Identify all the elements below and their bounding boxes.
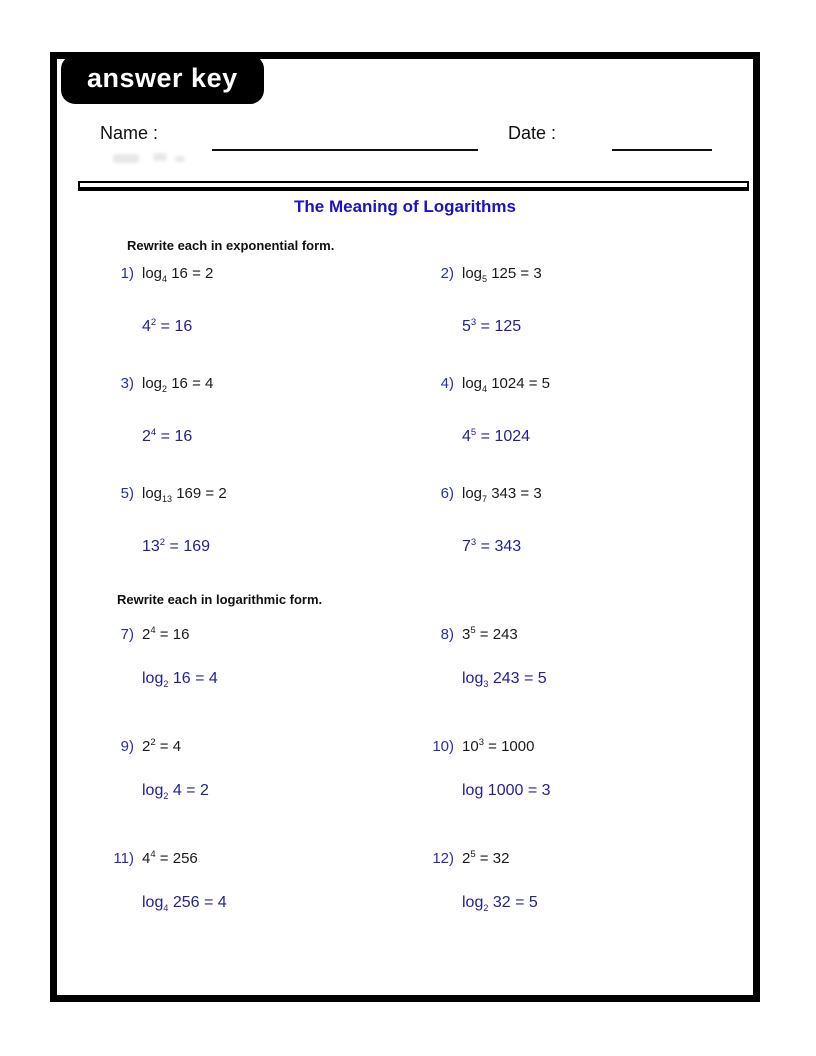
superscript: 4 xyxy=(150,849,156,860)
problem-question-line: 10) 103 = 1000 xyxy=(420,732,740,758)
name-label: Name : xyxy=(100,123,159,143)
problem: 5) log13 169 = 2 132 = 169 xyxy=(100,483,420,593)
answer-key-badge: answer key xyxy=(61,55,264,104)
subscript: 5 xyxy=(482,274,488,284)
section-instruction-logarithmic: Rewrite each in logarithmic form. xyxy=(117,592,323,607)
problem-question-line: 3) log2 16 = 4 xyxy=(100,373,420,400)
superscript: 3 xyxy=(478,737,484,748)
problem-question: 22 = 4 xyxy=(142,737,182,755)
subscript: 2 xyxy=(163,679,169,689)
problem-answer: log2 16 = 4 xyxy=(142,670,218,689)
problem: 11) 44 = 256 log4 256 = 4 xyxy=(100,844,420,956)
problem: 9) 22 = 4 log2 4 = 2 xyxy=(100,732,420,844)
problem-answer: 45 = 1024 xyxy=(462,427,531,445)
subscript: 4 xyxy=(163,903,169,913)
problem-answer: 53 = 125 xyxy=(462,317,522,335)
superscript: 4 xyxy=(150,427,157,438)
problem-number: 2) xyxy=(440,265,454,282)
superscript: 2 xyxy=(150,317,157,328)
superscript: 5 xyxy=(470,625,476,636)
problem-answer: log4 256 = 4 xyxy=(142,894,227,913)
superscript: 5 xyxy=(470,427,477,438)
problem-answer: 24 = 16 xyxy=(142,427,193,445)
problem-question-line: 6) log7 343 = 3 xyxy=(420,483,740,510)
problem-question-line: 9) 22 = 4 xyxy=(100,732,420,758)
problem-number: 5) xyxy=(120,485,134,502)
date-blank-line xyxy=(612,129,712,151)
problem-question: log5 125 = 3 xyxy=(462,265,542,284)
problem-answer: log2 4 = 2 xyxy=(142,782,209,801)
problem-question-line: 12) 25 = 32 xyxy=(420,844,740,870)
problem-number: 10) xyxy=(432,738,454,755)
problem: 1) log4 16 = 2 42 = 16 xyxy=(100,263,420,373)
problem-question: log4 16 = 2 xyxy=(142,265,214,284)
problems-grid-exponential: 1) log4 16 = 2 42 = 16 2) log5 125 = 3 53 = 1… xyxy=(100,263,740,593)
problem-answer: log3 243 = 5 xyxy=(462,670,547,689)
problem-answer: log2 32 = 5 xyxy=(462,894,538,913)
problem: 10) 103 = 1000 log 1000 = 3 xyxy=(420,732,740,844)
subscript: 13 xyxy=(162,494,173,504)
faded-print-smudge xyxy=(113,151,193,166)
problem-question: 44 = 256 xyxy=(142,849,198,867)
name-blank-line xyxy=(212,129,478,151)
problem-number: 3) xyxy=(120,375,134,392)
problem-question: 103 = 1000 xyxy=(462,737,535,755)
subscript: 4 xyxy=(162,274,168,284)
worksheet-title: The Meaning of Logarithms xyxy=(294,197,516,216)
subscript: 2 xyxy=(163,791,169,801)
problem-question-line: 11) 44 = 256 xyxy=(100,844,420,870)
problem-number: 12) xyxy=(432,850,454,867)
header-divider-rule xyxy=(78,181,749,191)
problem-question: 24 = 16 xyxy=(142,625,190,643)
superscript: 3 xyxy=(470,317,477,328)
problem: 2) log5 125 = 3 53 = 125 xyxy=(420,263,740,373)
worksheet-page: answer key Name : Date : The Meaning of … xyxy=(50,52,760,1002)
problem-number: 7) xyxy=(120,626,134,643)
problem-answer: 73 = 343 xyxy=(462,537,522,555)
subscript: 3 xyxy=(483,679,489,689)
problem: 3) log2 16 = 4 24 = 16 xyxy=(100,373,420,483)
subscript: 2 xyxy=(162,384,168,394)
problem-question: 35 = 243 xyxy=(462,625,518,643)
problem-question: 25 = 32 xyxy=(462,849,510,867)
subscript: 4 xyxy=(482,384,488,394)
worksheet-page-inner: answer key Name : Date : The Meaning of … xyxy=(57,55,753,995)
superscript: 3 xyxy=(470,537,477,548)
problem-number: 6) xyxy=(440,485,454,502)
problem: 6) log7 343 = 3 73 = 343 xyxy=(420,483,740,593)
problem-question-line: 5) log13 169 = 2 xyxy=(100,483,420,510)
section-instruction-exponential: Rewrite each in exponential form. xyxy=(127,238,335,253)
problem-number: 4) xyxy=(440,375,454,392)
problem-answer: 42 = 16 xyxy=(142,317,193,335)
superscript: 2 xyxy=(159,537,166,548)
problem-question-line: 4) log4 1024 = 5 xyxy=(420,373,740,400)
problem-number: 9) xyxy=(120,738,134,755)
problem-question: log4 1024 = 5 xyxy=(462,375,551,394)
problem-number: 11) xyxy=(113,850,134,867)
subscript: 7 xyxy=(482,494,488,504)
problem-question-line: 1) log4 16 = 2 xyxy=(100,263,420,290)
problem: 8) 35 = 243 log3 243 = 5 xyxy=(420,620,740,732)
problem-answer: 132 = 169 xyxy=(142,537,211,555)
problem-question-line: 8) 35 = 243 xyxy=(420,620,740,646)
superscript: 4 xyxy=(150,625,156,636)
problem-answer: log 1000 = 3 xyxy=(462,782,551,799)
problem: 7) 24 = 16 log2 16 = 4 xyxy=(100,620,420,732)
problem-question: log13 169 = 2 xyxy=(142,485,227,504)
problems-grid-logarithmic: 7) 24 = 16 log2 16 = 4 8) 35 = 243 log3 243 =… xyxy=(100,620,740,956)
date-label: Date : xyxy=(508,123,557,143)
subscript: 2 xyxy=(483,903,489,913)
problem-question: log7 343 = 3 xyxy=(462,485,542,504)
problem-question: log2 16 = 4 xyxy=(142,375,214,394)
problem-question-line: 2) log5 125 = 3 xyxy=(420,263,740,290)
problem-question-line: 7) 24 = 16 xyxy=(100,620,420,646)
superscript: 5 xyxy=(470,849,476,860)
problem: 12) 25 = 32 log2 32 = 5 xyxy=(420,844,740,956)
superscript: 2 xyxy=(150,737,156,748)
problem: 4) log4 1024 = 5 45 = 1024 xyxy=(420,373,740,483)
problem-number: 8) xyxy=(440,626,454,643)
problem-number: 1) xyxy=(120,265,134,282)
